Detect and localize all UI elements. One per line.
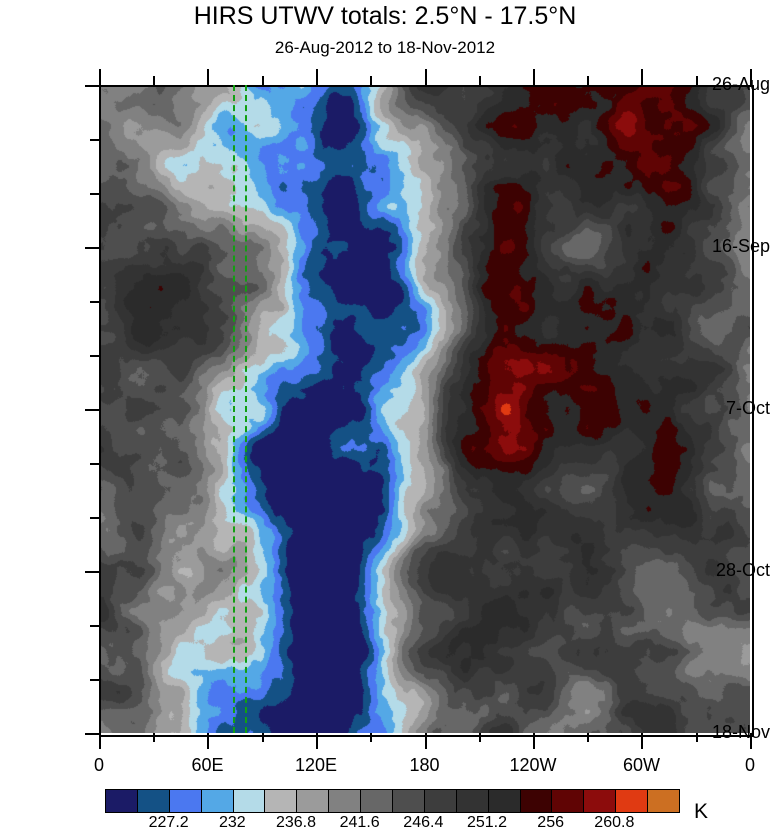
colorbar-tick-label: 246.4 [403,814,444,831]
x-axis-major-tick [99,733,101,749]
annotation-vline-0 [232,85,235,733]
colorbar-unit-label: K [694,800,709,823]
contour-field-canvas [99,85,750,733]
colorbar-cell-12 [488,790,521,812]
x-axis-major-tick-top [99,69,101,85]
heatmap-plot-area [99,85,750,733]
colorbar-cell-5 [265,790,298,812]
y-axis-tick-label: 26-Aug [711,74,770,94]
y-axis-minor-tick [90,355,99,357]
colorbar-cell-14 [552,790,585,812]
x-axis-minor-tick-top [153,76,156,85]
x-axis-tick-label: 60E [191,755,224,775]
x-axis-minor-tick [695,733,698,742]
colorbar-tick-label: 241.6 [339,814,380,831]
colorbar-cell-11 [456,790,489,812]
colorbar-tick-label: 232 [218,814,246,831]
x-axis-minor-tick-top [587,76,590,85]
colorbar-cell-8 [361,790,394,812]
x-axis-major-tick-top [641,69,644,85]
x-axis-major-tick-top [750,69,752,85]
colorbar[interactable] [105,789,680,813]
x-axis-major-tick [750,733,752,749]
x-axis-major-tick [315,733,318,749]
y-axis-tick-label: 16-Sep [711,236,770,256]
colorbar-cell-2 [169,790,202,812]
colorbar-cell-9 [393,790,425,812]
x-axis-tick-label: 120W [509,755,557,775]
x-axis-minor-tick-top [261,76,264,85]
colorbar-cell-3 [201,790,234,812]
x-axis-tick-label: 0 [93,755,104,775]
colorbar-cell-13 [520,790,553,812]
colorbar-tick-label: 251.2 [466,814,508,831]
colorbar-tick-label: 227.2 [148,814,189,831]
colorbar-cell-17 [648,790,680,812]
y-axis-minor-tick [90,193,99,195]
x-axis-tick-label: 0 [744,755,755,775]
x-axis-major-tick-top [207,69,210,85]
colorbar-cell-1 [137,790,170,812]
y-axis-tick-label: 28-Oct [715,560,770,580]
y-axis-minor-tick [90,301,99,303]
x-axis-tick-label: 180 [409,755,440,775]
x-axis-major-tick-top [315,69,318,85]
x-axis-minor-tick-top [695,76,698,85]
colorbar-cell-6 [297,790,330,812]
y-axis-minor-tick [90,625,99,627]
x-axis-major-tick [207,733,210,749]
y-axis-major-tick [85,733,99,735]
x-axis-minor-tick-top [478,76,481,85]
x-axis-minor-tick [478,733,481,742]
y-axis-minor-tick [90,463,99,465]
y-axis-minor-tick [90,517,99,519]
x-axis-major-tick-top [532,69,535,85]
y-axis-tick-label: 7-Oct [725,398,770,418]
x-axis-major-tick [532,733,535,749]
y-axis-major-tick [85,409,99,411]
page-title: HIRS UTWV totals: 2.5°N - 17.5°N [193,2,577,30]
y-axis-major-tick [85,571,99,573]
colorbar-tick-label: 236.8 [275,814,317,831]
y-axis-tick-label: 18-Nov [711,722,770,742]
x-axis-tick-label: 120E [294,755,337,775]
x-axis-minor-tick [370,733,373,742]
annotation-vline-1 [245,85,248,733]
x-axis-major-tick [641,733,644,749]
y-axis-minor-tick [90,679,99,681]
x-axis-minor-tick-top [370,76,373,85]
x-axis-major-tick-top [424,69,427,85]
colorbar-tick-label: 256 [537,814,564,831]
colorbar-cell-16 [616,790,649,812]
x-axis-major-tick [424,733,427,749]
colorbar-cell-0 [106,790,138,812]
colorbar-cell-4 [233,790,266,812]
y-axis-major-tick [85,85,99,87]
y-axis-minor-tick [90,139,99,141]
x-axis-tick-label: 60W [622,755,660,775]
x-axis-minor-tick [261,733,264,742]
colorbar-tick-label: 260.8 [594,814,635,831]
colorbar-cell-15 [584,790,617,812]
x-axis-minor-tick [153,733,156,742]
x-axis-minor-tick [587,733,590,742]
colorbar-cell-7 [329,790,362,812]
y-axis-major-tick [85,247,99,249]
colorbar-cell-10 [424,790,457,812]
figure-subtitle: 26-Aug-2012 to 18-Nov-2012 [274,38,496,57]
